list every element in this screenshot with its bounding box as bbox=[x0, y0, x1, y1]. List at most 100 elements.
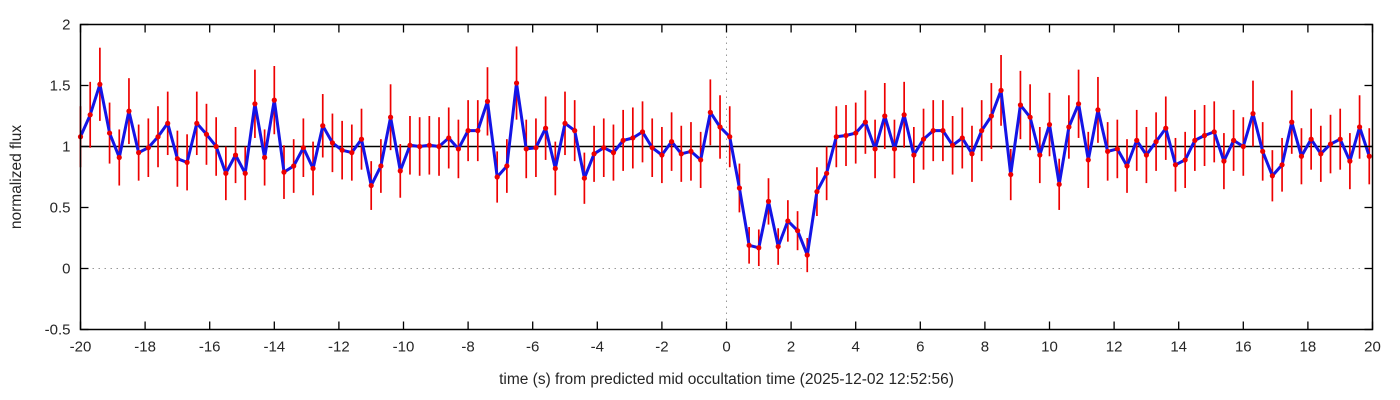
x-tick-label: 4 bbox=[852, 339, 860, 356]
axis-labels: -20 -18 -16 -14 -12 -10 -8 -6 -4 -2 0 2 4 6 8 10 12 14 16 1… bbox=[8, 17, 1381, 389]
data-point bbox=[911, 152, 917, 158]
data-point bbox=[707, 109, 713, 115]
data-point bbox=[1308, 136, 1314, 142]
data-point bbox=[1095, 107, 1101, 113]
data-point bbox=[145, 145, 151, 151]
data-point bbox=[1211, 129, 1217, 135]
data-point bbox=[300, 145, 306, 151]
data-point bbox=[775, 243, 781, 250]
data-point bbox=[882, 113, 888, 119]
x-tick-label: 8 bbox=[981, 339, 989, 356]
data-point bbox=[814, 189, 820, 195]
data-point bbox=[174, 156, 180, 162]
data-point bbox=[969, 151, 975, 157]
data-point bbox=[668, 139, 675, 145]
data-point bbox=[1366, 153, 1372, 159]
data-point bbox=[1260, 148, 1266, 154]
data-point bbox=[262, 154, 268, 161]
data-point bbox=[1017, 102, 1024, 108]
data-point bbox=[610, 150, 617, 156]
data-point bbox=[426, 142, 432, 148]
x-tick-label: -16 bbox=[199, 339, 221, 356]
data-point bbox=[358, 136, 365, 142]
data-point bbox=[1114, 146, 1120, 152]
data-point bbox=[1337, 136, 1343, 142]
y-axis-title: normalized flux bbox=[8, 125, 25, 229]
x-tick-label: -18 bbox=[134, 339, 156, 356]
grid-lines bbox=[80, 24, 1373, 330]
axes-frame bbox=[79, 23, 1374, 331]
data-point bbox=[1298, 153, 1305, 159]
y-tick-label: -0.5 bbox=[45, 322, 71, 339]
data-point bbox=[979, 128, 985, 134]
x-tick-label: 12 bbox=[1106, 339, 1123, 356]
data-point bbox=[930, 128, 936, 134]
data-point bbox=[1008, 171, 1014, 178]
data-point bbox=[242, 170, 248, 176]
y-tick-label: 2 bbox=[62, 17, 70, 34]
x-tick-label: -14 bbox=[263, 339, 285, 356]
data-point bbox=[533, 145, 539, 151]
x-tick-label: 0 bbox=[722, 339, 730, 356]
data-point bbox=[688, 148, 694, 154]
data-point bbox=[368, 182, 374, 189]
data-point bbox=[862, 119, 868, 125]
data-point bbox=[223, 170, 229, 176]
data-point bbox=[1221, 158, 1227, 164]
data-point bbox=[872, 146, 878, 152]
data-point bbox=[1124, 163, 1130, 169]
data-point bbox=[591, 151, 597, 157]
y-tick-label: 0.5 bbox=[50, 200, 71, 217]
data-point bbox=[746, 242, 752, 248]
data-point bbox=[1105, 148, 1111, 154]
x-tick-label: -12 bbox=[328, 339, 350, 356]
data-point bbox=[785, 218, 791, 224]
x-tick-label: 10 bbox=[1041, 339, 1058, 356]
data-point bbox=[756, 245, 762, 251]
data-point bbox=[698, 157, 704, 163]
data-point bbox=[155, 134, 161, 140]
data-point bbox=[940, 128, 946, 134]
data-point bbox=[513, 80, 520, 86]
data-point bbox=[329, 140, 336, 146]
data-point bbox=[920, 136, 927, 142]
data-point bbox=[213, 143, 219, 150]
y-tick-label: 1 bbox=[62, 139, 70, 156]
data-point bbox=[126, 108, 132, 114]
data-point bbox=[1066, 124, 1072, 130]
data-point bbox=[232, 152, 239, 158]
data-point bbox=[630, 135, 636, 141]
data-point bbox=[1037, 152, 1043, 158]
data-point-markers bbox=[77, 80, 1372, 258]
error-bars bbox=[79, 46, 1371, 273]
data-point bbox=[1289, 119, 1295, 125]
data-point bbox=[339, 147, 345, 153]
x-axis-title: time (s) from predicted mid occultation … bbox=[499, 371, 954, 388]
data-point bbox=[794, 228, 801, 234]
data-point bbox=[959, 135, 965, 141]
data-point bbox=[891, 146, 898, 152]
data-point bbox=[1201, 132, 1208, 139]
data-point bbox=[203, 131, 210, 137]
data-point bbox=[804, 252, 810, 258]
data-point bbox=[620, 137, 626, 143]
data-point bbox=[281, 169, 287, 175]
data-point bbox=[136, 150, 142, 156]
flux-polyline bbox=[79, 81, 1371, 257]
data-point bbox=[988, 113, 994, 119]
x-tick-label: -10 bbox=[393, 339, 415, 356]
data-point bbox=[543, 125, 549, 131]
data-point bbox=[1347, 158, 1353, 164]
data-point bbox=[901, 112, 907, 118]
data-point bbox=[320, 123, 326, 129]
data-point bbox=[494, 174, 500, 180]
data-point bbox=[1075, 101, 1082, 107]
data-point bbox=[1269, 173, 1275, 179]
data-point bbox=[1153, 139, 1159, 145]
data-point bbox=[601, 145, 607, 151]
x-tick-label: -2 bbox=[655, 339, 668, 356]
x-tick-label: 6 bbox=[916, 339, 924, 356]
y-tick-label: 0 bbox=[62, 261, 70, 278]
data-point bbox=[552, 165, 558, 172]
